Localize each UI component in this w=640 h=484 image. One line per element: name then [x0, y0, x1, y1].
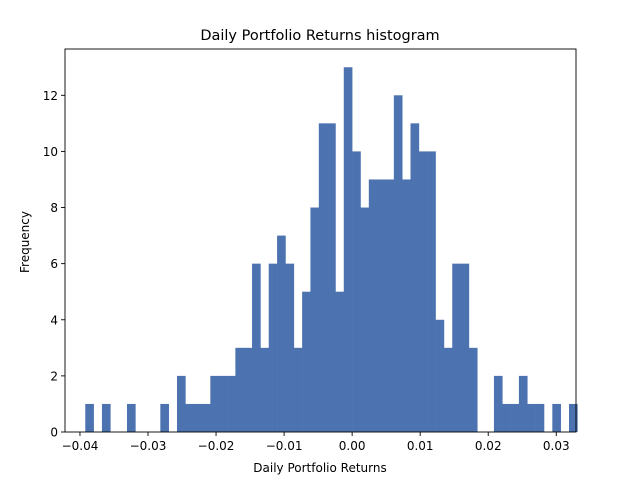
plot-frame: [64, 48, 577, 433]
histogram-bar-45: [535, 403, 545, 432]
x-tick-label-6: 0.02: [475, 439, 502, 453]
histogram-bar-30: [393, 95, 403, 433]
histogram-bar-12: [243, 347, 253, 432]
histogram-bar-38: [460, 263, 470, 432]
histogram-bar-41: [502, 403, 511, 432]
y-tick-label-0: 0: [50, 426, 58, 440]
histogram-bar-47: [568, 403, 578, 432]
histogram-bar-13: [252, 263, 261, 432]
y-tick-label-4: 8: [50, 201, 58, 215]
x-tick-label-0: −0.04: [62, 439, 99, 453]
y-tick-label-5: 10: [43, 145, 58, 159]
histogram-bar-19: [302, 291, 311, 432]
y-axis: 0 2 4 6 8 10 12: [43, 89, 65, 440]
histogram-bar-20: [310, 207, 320, 432]
histogram-bar-1: [101, 403, 111, 432]
histogram-bar-15: [268, 263, 278, 432]
histogram-bar-39: [468, 347, 478, 432]
histogram-bar-25: [352, 151, 361, 432]
histogram-bars: [85, 67, 578, 433]
x-tick-label-7: 0.03: [543, 439, 570, 453]
histogram-bar-14: [260, 347, 270, 432]
histogram-bar-16: [277, 235, 286, 432]
x-tick-label-1: −0.03: [130, 439, 167, 453]
histogram-bar-44: [527, 403, 536, 432]
histogram-bar-0: [85, 403, 94, 432]
histogram-bar-31: [402, 179, 411, 432]
histogram-bar-10: [227, 375, 236, 432]
x-tick-label-5: 0.01: [407, 439, 434, 453]
histogram-bar-24: [343, 67, 353, 433]
histogram-bar-27: [368, 179, 378, 432]
histogram-bar-32: [410, 123, 420, 433]
histogram-bar-21: [318, 123, 328, 433]
histogram-bar-4: [177, 375, 186, 432]
x-tick-label-4: 0.00: [339, 439, 366, 453]
x-axis: −0.04 −0.03 −0.02 −0.01 0.00 0.01 0.02 0.03: [62, 432, 570, 453]
histogram-bar-26: [360, 207, 370, 432]
histogram-bar-33: [418, 151, 428, 432]
y-tick-label-2: 4: [50, 313, 58, 327]
histogram-bar-9: [218, 375, 228, 432]
histogram-bar-28: [377, 179, 386, 432]
histogram-bar-36: [443, 347, 453, 432]
histogram-bar-43: [518, 375, 528, 432]
histogram-bar-8: [210, 375, 219, 432]
histogram-bar-7: [202, 403, 211, 432]
histogram-bar-46: [552, 403, 561, 432]
histogram-bar-23: [335, 291, 345, 432]
histogram-bar-37: [452, 263, 461, 432]
histogram-bar-34: [427, 151, 436, 432]
y-tick-label-6: 12: [43, 89, 58, 103]
histogram-bar-3: [160, 403, 169, 432]
histogram-bar-35: [435, 319, 445, 432]
histogram-bar-2: [126, 403, 136, 432]
x-axis-label: Daily Portfolio Returns: [253, 461, 386, 475]
histogram-bar-6: [193, 403, 203, 432]
histogram-bar-11: [235, 347, 245, 432]
histogram-bar-5: [185, 403, 195, 432]
y-tick-label-3: 6: [50, 257, 58, 271]
histogram-bar-18: [293, 347, 303, 432]
histogram-bar-42: [510, 403, 520, 432]
histogram-bar-17: [285, 263, 295, 432]
x-tick-label-2: −0.02: [198, 439, 235, 453]
x-tick-label-3: −0.01: [266, 439, 303, 453]
y-axis-label: Frequency: [18, 211, 32, 273]
chart-title: Daily Portfolio Returns histogram: [200, 28, 439, 44]
histogram-bar-29: [385, 179, 395, 432]
histogram-bar-22: [327, 123, 336, 433]
histogram-bar-40: [493, 375, 503, 432]
y-tick-label-1: 2: [50, 369, 58, 383]
